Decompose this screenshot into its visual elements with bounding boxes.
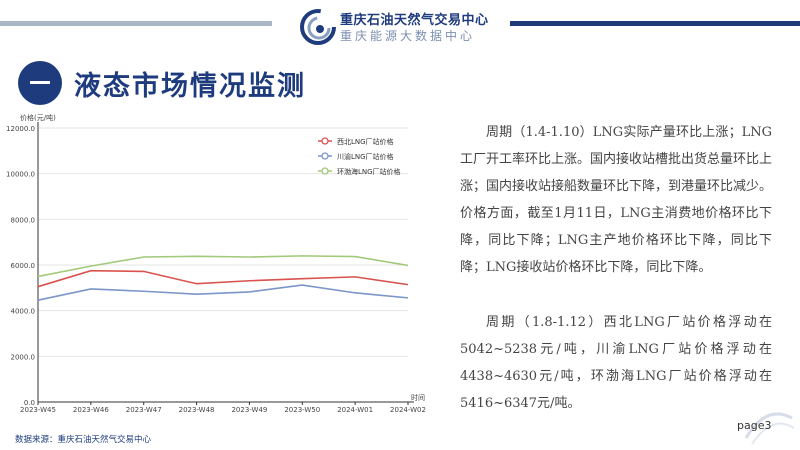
dash-circle-icon xyxy=(30,81,50,84)
x-tick-label: 2023-W47 xyxy=(126,406,162,414)
y-tick-label: 0.0 xyxy=(24,399,35,407)
x-tick-label: 2023-W49 xyxy=(231,406,267,414)
org-name: 重庆石油天然气交易中心 xyxy=(340,13,489,28)
y-tick-label: 4000.0 xyxy=(11,308,36,316)
data-source: 数据来源：重庆石油天然气交易中心 xyxy=(15,435,152,445)
org-subtitle: 重庆能源大数据中心 xyxy=(340,29,476,43)
series-line xyxy=(37,255,409,278)
x-tick-label: 2024-W02 xyxy=(390,406,426,414)
header-left-bar xyxy=(0,21,272,26)
x-tick-label: 2023-W48 xyxy=(179,406,215,414)
x-axis-label: 时间 xyxy=(411,393,425,402)
legend-marker xyxy=(321,152,329,160)
series-line xyxy=(37,284,409,301)
summary-paragraph-2: 周期（1.8-1.12）西北LNG厂站价格浮动在5042~5238元/吨，川渝L… xyxy=(460,315,772,411)
legend-label: 西北LNG厂站价格 xyxy=(337,137,394,146)
x-tick-label: 2023-W45 xyxy=(20,406,56,414)
y-axis-label: 价格(元/吨) xyxy=(20,113,56,122)
y-tick-label: 10000.0 xyxy=(6,171,35,179)
legend-marker xyxy=(321,167,329,175)
y-tick-label: 2000.0 xyxy=(11,353,36,361)
y-tick-label: 8000.0 xyxy=(11,216,36,224)
header-right-bar xyxy=(510,21,800,26)
legend-label: 川渝LNG厂站价格 xyxy=(337,152,394,161)
summary-paragraph-1: 周期（1.4-1.10）LNG实际产量环比上涨；LNG工厂开工率环比上涨。国内接… xyxy=(460,125,773,275)
section-title: 液态市场情况监测 xyxy=(74,71,306,102)
y-tick-label: 6000.0 xyxy=(11,262,36,270)
company-logo-icon xyxy=(300,9,336,45)
price-line-chart: 价格(元/吨) 0.0 2000.0 4000.0 6000.0 8000.0 10000.… xyxy=(6,113,426,414)
legend-label: 环渤海LNG厂站价格 xyxy=(337,167,401,176)
page-decoration-icon xyxy=(744,412,794,445)
x-tick-label: 2023-W50 xyxy=(284,406,320,414)
page-number: page3 xyxy=(737,419,772,432)
series-line xyxy=(37,269,409,288)
legend-marker xyxy=(321,137,329,145)
x-tick-label: 2024-W01 xyxy=(337,406,373,414)
y-tick-label: 12000.0 xyxy=(6,125,35,133)
x-tick-label: 2023-W46 xyxy=(73,406,109,414)
